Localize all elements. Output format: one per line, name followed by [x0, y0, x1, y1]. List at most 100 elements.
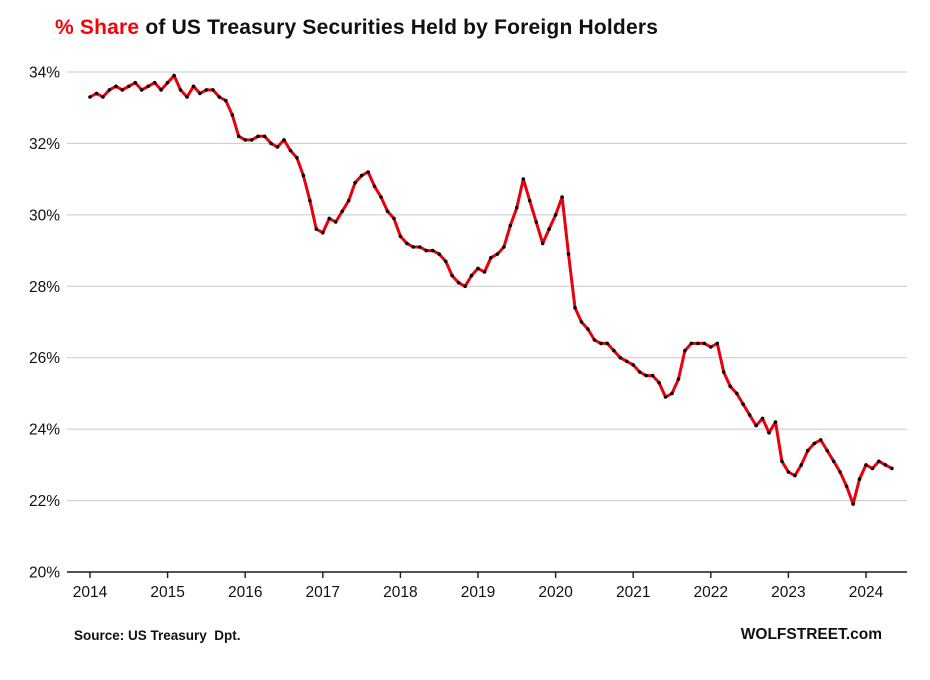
data-point-marker	[806, 448, 810, 453]
data-point-marker	[463, 284, 467, 289]
data-point-marker	[359, 173, 364, 178]
data-point-marker	[456, 280, 461, 285]
x-tick-label: 2016	[228, 584, 262, 601]
data-point-marker	[178, 88, 183, 92]
data-point-marker	[560, 195, 564, 199]
x-tick-label: 2014	[73, 584, 108, 601]
brand-wolfstreet: WOLFSTREET.com	[740, 626, 882, 643]
data-line	[88, 74, 894, 506]
data-point-marker	[411, 245, 416, 249]
data-point-marker	[262, 134, 267, 139]
data-point-marker	[327, 216, 332, 221]
y-tick-label: 22%	[29, 493, 60, 510]
y-tick-label: 28%	[29, 279, 60, 296]
data-point-marker	[857, 477, 862, 481]
data-point-marker	[624, 359, 629, 364]
data-point-marker	[152, 80, 157, 85]
data-point-marker	[385, 209, 390, 214]
x-tick-label: 2019	[461, 584, 495, 601]
data-point-marker	[288, 148, 293, 153]
data-point-marker	[146, 84, 150, 89]
data-point-marker	[430, 248, 435, 253]
x-tick-label: 2018	[383, 584, 417, 601]
data-point-marker	[599, 341, 603, 346]
data-point-marker	[139, 88, 144, 92]
y-tick-label: 24%	[29, 422, 60, 439]
data-point-marker	[366, 170, 370, 174]
data-point-marker	[443, 259, 448, 264]
data-point-marker	[637, 370, 642, 374]
y-tick-label: 26%	[29, 350, 60, 367]
data-point-marker	[249, 138, 254, 142]
data-point-marker	[224, 98, 228, 103]
data-point-marker	[94, 91, 99, 96]
data-point-marker	[295, 155, 299, 160]
x-tick-label: 2015	[150, 584, 184, 601]
data-point-marker	[760, 416, 765, 421]
data-point-marker	[793, 473, 797, 478]
data-point-marker	[715, 341, 720, 346]
data-point-marker	[812, 441, 817, 446]
data-point-marker	[825, 448, 829, 453]
y-tick-label: 20%	[29, 565, 60, 582]
data-point-marker	[709, 345, 713, 349]
chart-title: % Share of US Treasury Securities Held b…	[55, 16, 658, 40]
x-tick-label: 2021	[616, 584, 650, 601]
data-point-marker	[831, 459, 836, 464]
y-tick-label: 30%	[29, 207, 60, 224]
data-point-marker	[114, 84, 118, 89]
data-point-marker	[657, 380, 661, 385]
data-point-marker	[204, 88, 209, 92]
data-point-marker	[547, 227, 551, 231]
data-point-marker	[256, 134, 260, 139]
data-point-marker	[877, 459, 881, 464]
chart-title-highlight: % Share	[55, 16, 140, 39]
data-point-marker	[398, 234, 403, 239]
data-point-marker	[159, 88, 163, 92]
data-point-marker	[579, 320, 584, 324]
data-point-marker	[314, 227, 319, 231]
data-point-marker	[553, 213, 558, 217]
data-point-marker	[353, 180, 357, 185]
data-point-marker	[683, 348, 687, 353]
x-tick-label: 2022	[694, 584, 728, 601]
data-point-marker	[127, 84, 131, 89]
data-point-marker	[540, 241, 545, 246]
data-point-marker	[469, 273, 474, 278]
data-point-marker	[346, 198, 351, 203]
data-point-marker	[592, 338, 597, 342]
data-point-marker	[333, 220, 338, 224]
data-point-marker	[230, 113, 235, 117]
data-point-marker	[489, 255, 493, 260]
data-point-marker	[728, 384, 732, 389]
y-tick-label: 32%	[29, 136, 60, 153]
data-point-marker	[650, 373, 655, 378]
data-point-marker	[773, 420, 778, 424]
data-point-marker	[605, 341, 610, 346]
data-point-marker	[198, 91, 202, 96]
data-point-marker	[676, 377, 681, 381]
data-point-marker	[107, 88, 112, 92]
data-point-marker	[786, 470, 791, 474]
data-point-marker	[172, 73, 176, 78]
data-point-marker	[340, 209, 345, 214]
data-point-marker	[476, 266, 480, 271]
data-point-marker	[275, 145, 280, 149]
data-point-marker	[236, 134, 241, 139]
data-point-marker	[612, 348, 616, 353]
data-point-marker	[747, 413, 752, 417]
data-point-marker	[702, 341, 707, 346]
data-point-marker	[424, 248, 429, 253]
data-point-marker	[418, 245, 422, 249]
data-point-marker	[844, 484, 849, 489]
data-point-marker	[321, 230, 325, 235]
data-point-marker	[405, 241, 409, 246]
data-point-marker	[120, 88, 125, 92]
data-point-marker	[838, 470, 842, 474]
source-note: Source: US Treasury Dpt.	[74, 628, 241, 643]
data-point-marker	[741, 402, 745, 406]
data-point-marker	[663, 395, 668, 399]
y-tick-label: 34%	[29, 65, 60, 82]
data-point-marker	[870, 466, 875, 471]
